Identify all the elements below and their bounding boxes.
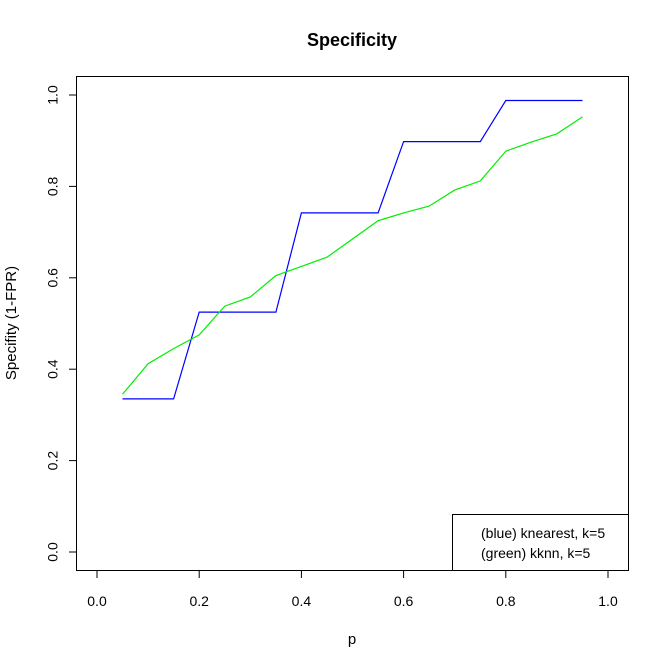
legend-box xyxy=(452,514,629,571)
x-axis-label: p xyxy=(348,631,356,648)
legend: (blue) knearest, k=5 (green) kknn, k=5 xyxy=(452,514,629,571)
x-tick-label: 0.6 xyxy=(394,593,414,609)
x-axis: 0.0 0.2 0.4 0.6 0.8 1.0 xyxy=(87,570,618,609)
legend-entry-blue: (blue) knearest, k=5 xyxy=(481,525,605,541)
series-layer xyxy=(122,99,583,400)
y-tick-label: 0.8 xyxy=(45,176,61,196)
y-tick-label: 0.0 xyxy=(45,542,61,562)
x-tick-label: 0.2 xyxy=(189,593,209,609)
y-tick-label: 0.6 xyxy=(45,268,61,288)
x-tick-label: 1.0 xyxy=(598,593,618,609)
series-line-kknn xyxy=(122,116,583,395)
legend-entry-green: (green) kknn, k=5 xyxy=(481,545,591,561)
y-axis-label: Specifity (1-FPR) xyxy=(3,266,20,380)
x-tick-label: 0.0 xyxy=(87,593,107,609)
chart-title: Specificity xyxy=(307,30,397,50)
series-line-knearest xyxy=(122,99,583,400)
y-axis: 0.0 0.2 0.4 0.6 0.8 1.0 xyxy=(45,85,77,562)
x-tick-label: 0.8 xyxy=(496,593,516,609)
y-tick-label: 0.2 xyxy=(45,451,61,471)
y-tick-label: 0.4 xyxy=(45,359,61,379)
plot-area-border xyxy=(76,76,629,571)
x-tick-label: 0.4 xyxy=(292,593,312,609)
y-tick-label: 1.0 xyxy=(45,85,61,105)
